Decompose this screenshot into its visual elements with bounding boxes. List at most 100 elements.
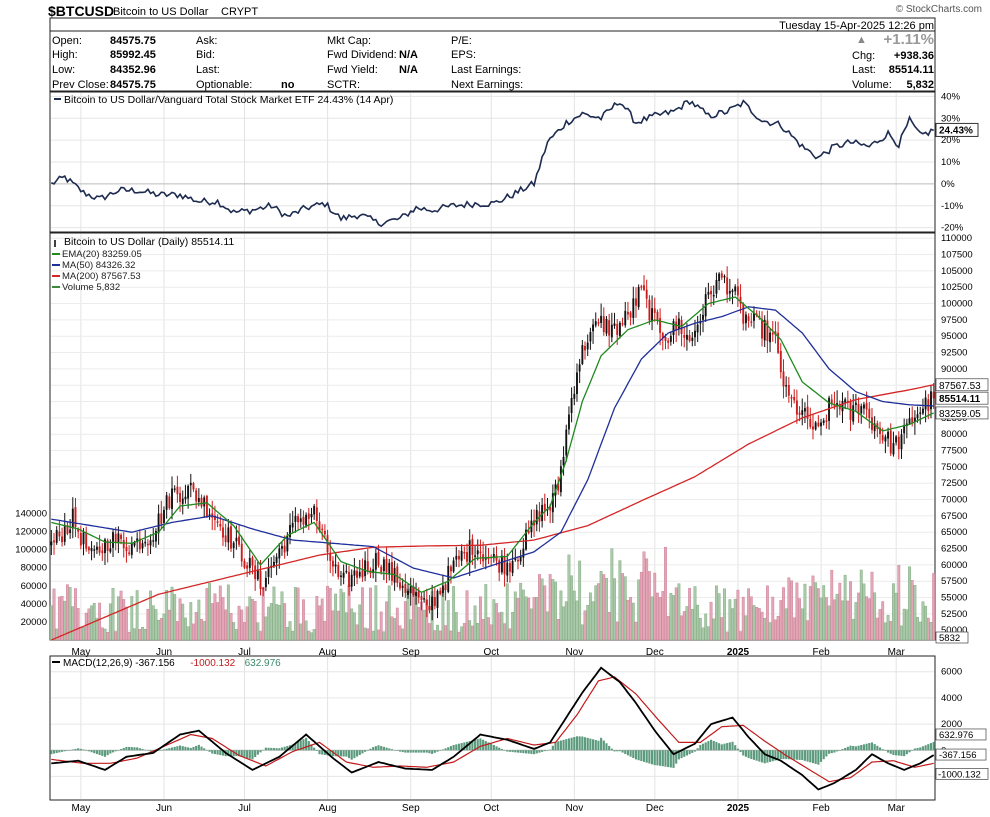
header-frame — [49, 17, 936, 92]
candle-body — [441, 585, 444, 594]
candle-body — [605, 319, 608, 334]
volume-bar — [79, 627, 83, 641]
macd-histogram-bar — [860, 745, 863, 751]
volume-bar — [664, 546, 667, 641]
macd-histogram-bar — [785, 750, 788, 760]
macd-histogram-bar — [173, 746, 176, 751]
candle-body — [216, 521, 219, 523]
macd-histogram-bar — [79, 748, 82, 751]
volume-bar — [680, 615, 683, 641]
candle-body — [168, 496, 171, 509]
candle-body — [149, 540, 152, 546]
exchange: CRYPT — [221, 6, 259, 18]
volume-bar — [900, 625, 903, 641]
macd-histogram-bar — [103, 750, 107, 757]
price-tick-label: 77500 — [941, 446, 967, 457]
macd-histogram-bar — [117, 750, 120, 751]
candle-body — [179, 493, 182, 502]
macd-histogram-bar — [339, 750, 343, 757]
volume-bar — [854, 602, 858, 641]
volume-bar — [626, 599, 630, 641]
macd-histogram-bar — [457, 743, 461, 751]
macd-histogram-bar — [892, 750, 895, 756]
candle-body — [484, 558, 487, 560]
rel-tick-label: -20% — [941, 223, 964, 234]
month-label-Jun: Jun — [156, 647, 172, 658]
macd-histogram-bar — [876, 745, 879, 751]
candle-body — [656, 311, 659, 321]
candle-body — [865, 403, 868, 410]
price-tick-label: 105000 — [941, 266, 973, 277]
volume-bar — [704, 613, 708, 641]
macd-histogram-bar — [187, 747, 190, 751]
macd-histogram-bar — [329, 750, 332, 756]
bid-label: Bid: — [196, 49, 215, 61]
macd-histogram-bar — [372, 747, 375, 751]
macd-histogram-bar — [85, 750, 88, 751]
macd-histogram-bar — [852, 746, 855, 751]
macd-histogram-bar — [141, 748, 144, 751]
candle-body — [500, 555, 503, 573]
price-tick-label: 97500 — [941, 315, 967, 326]
volume-bar — [613, 578, 616, 641]
candle-body — [584, 345, 586, 351]
candle-body — [431, 596, 434, 611]
macd-histogram-bar — [924, 745, 927, 751]
macd-histogram-bar — [734, 745, 737, 751]
macd-histogram-bar — [605, 743, 608, 751]
macd-histogram-bar — [578, 736, 581, 751]
candle-body — [79, 533, 82, 546]
volume-bar — [647, 571, 651, 641]
candle-body — [511, 561, 514, 573]
macd-signal-line — [51, 676, 934, 783]
volume-bar — [484, 584, 488, 641]
month-label-Jul: Jul — [238, 647, 251, 658]
macd-histogram-bar — [570, 737, 573, 751]
candle-body — [248, 558, 251, 568]
macd-histogram-bar — [798, 750, 801, 760]
macd-histogram-bar — [211, 750, 214, 754]
candle-body — [264, 577, 267, 588]
volume-bar — [170, 586, 174, 641]
macd-histogram-bar — [675, 750, 678, 764]
volume-tick-label: 80000 — [21, 563, 47, 574]
candle-body — [224, 535, 227, 542]
candle-body — [608, 320, 611, 336]
volume-bar — [889, 620, 893, 641]
volume-bar — [49, 605, 53, 641]
ema20-last-label-box — [935, 406, 989, 420]
macd-histogram-bar — [819, 750, 823, 762]
volume-bar — [816, 588, 820, 641]
candle-body — [862, 404, 865, 409]
volume-bar — [495, 603, 498, 641]
month-label-May: May — [71, 803, 90, 814]
month-label-Mar: Mar — [888, 647, 906, 658]
volume-bar — [913, 585, 917, 641]
macd-histogram-bar — [128, 746, 131, 751]
candle-body — [900, 434, 903, 450]
volume-bar — [765, 585, 769, 641]
candle-body — [525, 529, 527, 550]
macd-histogram-bar — [460, 743, 463, 751]
volume-bar — [436, 624, 439, 641]
candle-body — [128, 552, 131, 554]
high-value: 85992.45 — [110, 49, 156, 61]
candle-body — [240, 543, 243, 562]
macd-histogram-bar — [165, 748, 168, 751]
candle-body — [227, 527, 230, 543]
candle-body — [82, 532, 85, 545]
candle-body — [315, 507, 318, 521]
volume-bar — [181, 603, 185, 641]
macd-histogram-bar — [849, 745, 852, 751]
volume-bar — [527, 597, 531, 641]
volume-bar — [521, 589, 525, 641]
chg-label: Chg: — [852, 50, 876, 62]
volume-bar — [68, 587, 72, 641]
symbol-name: Bitcoin to US Dollar — [113, 6, 209, 18]
month-label-Nov: Nov — [565, 803, 583, 814]
volume-bar — [656, 592, 659, 641]
candle-body — [90, 548, 93, 552]
volume-bar — [71, 606, 75, 641]
macd-histogram-bar — [380, 746, 383, 751]
candle-body — [576, 372, 578, 395]
